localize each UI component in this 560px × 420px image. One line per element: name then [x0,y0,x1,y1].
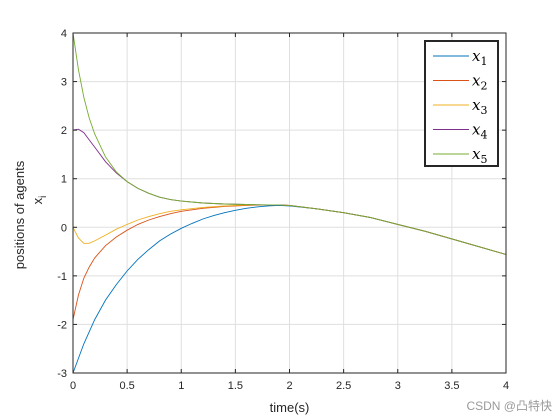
legend-label-symbol: x [472,145,481,163]
x-tick-label: 2 [286,380,292,392]
y-axis-symbol: x [30,197,45,204]
ticks [72,32,507,374]
legend-label-subscript: 2 [480,80,487,93]
y-tick-label: 3 [61,77,67,89]
legend-box [424,40,499,167]
y-tick-label: -1 [57,271,67,283]
y-tick-labels: -3 -2 -1 0 1 2 3 4 [57,28,67,380]
x-tick-label: 4 [503,380,509,392]
legend-label-subscript: 1 [480,55,487,68]
legend-label-x5: x5 [472,145,487,166]
series-line-x5 [72,32,507,255]
x-tick-label: 2.5 [336,380,351,392]
legend-label-symbol: x [472,47,481,65]
legend-label-symbol: x [472,96,481,114]
legend-label-subscript: 3 [480,104,487,117]
legend-label-x3: x3 [472,96,487,117]
x-tick-label: 1 [178,380,184,392]
y-tick-label: -2 [57,319,67,331]
x-tick-label: 0.5 [119,380,134,392]
series-lines [72,32,507,374]
watermark: CSDN @凸特快 [466,399,552,413]
legend-label-symbol: x [472,121,481,139]
x-tick-labels: 0 0.5 1 1.5 2 2.5 3 3.5 4 [70,380,509,392]
x-tick-label: 0 [70,380,76,392]
y-tick-label: 1 [61,174,67,186]
x-tick-label: 1.5 [228,380,243,392]
y-tick-label: 2 [61,125,67,137]
x-tick-label: 3.5 [444,380,459,392]
x-tick-label: 3 [395,380,401,392]
y-tick-label: 0 [61,222,67,234]
legend-label-subscript: 5 [480,153,487,166]
y-axis-label-main: positions of agents [12,160,27,269]
y-tick-label: 4 [61,28,67,40]
legend-label-x4: x4 [472,121,487,142]
legend-label-symbol: x [472,72,481,90]
y-axis-subscript: i [38,196,49,198]
legend-label-x1: x1 [472,47,487,68]
legend-label-subscript: 4 [480,129,487,142]
y-tick-label: -3 [57,368,67,380]
y-axis-label-symbol: xi [30,196,49,205]
legend-label-x2: x2 [472,72,487,93]
y-axis-label: positions of agents xi [12,160,49,269]
x-axis-label: time(s) [270,400,310,415]
